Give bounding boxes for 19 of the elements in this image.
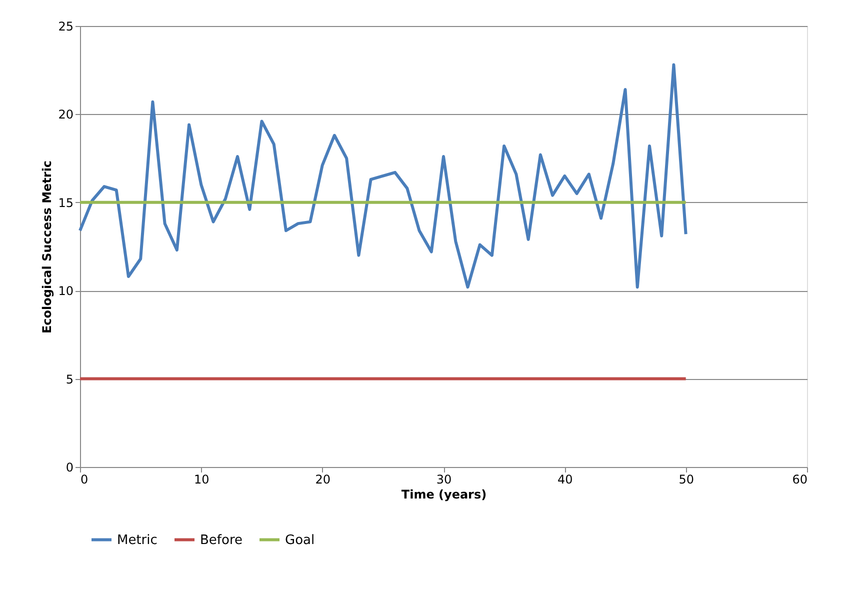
x-tick-label: 60 bbox=[792, 472, 808, 486]
legend-label: Before bbox=[200, 532, 243, 548]
x-tick-label: 10 bbox=[194, 472, 210, 486]
x-tick-label: 0 bbox=[80, 472, 88, 486]
y-tick-label: 20 bbox=[58, 108, 74, 122]
y-tick-label: 15 bbox=[58, 196, 74, 210]
x-axis-title: Time (years) bbox=[401, 488, 487, 502]
line-series bbox=[78, 63, 688, 289]
x-tick-label: 30 bbox=[436, 472, 452, 486]
y-tick-label: 5 bbox=[66, 372, 74, 386]
y-tick-label: 25 bbox=[58, 20, 74, 34]
legend-label: Metric bbox=[117, 532, 158, 548]
x-tick-label: 20 bbox=[315, 472, 330, 486]
y-axis-title: Ecological Success Metric bbox=[40, 160, 54, 334]
legend-label: Goal bbox=[285, 532, 315, 548]
y-tick-label: 10 bbox=[58, 284, 74, 298]
x-tick-label: 40 bbox=[558, 472, 573, 486]
x-tick-label: 50 bbox=[678, 472, 694, 486]
y-tick-label: 0 bbox=[66, 460, 74, 474]
